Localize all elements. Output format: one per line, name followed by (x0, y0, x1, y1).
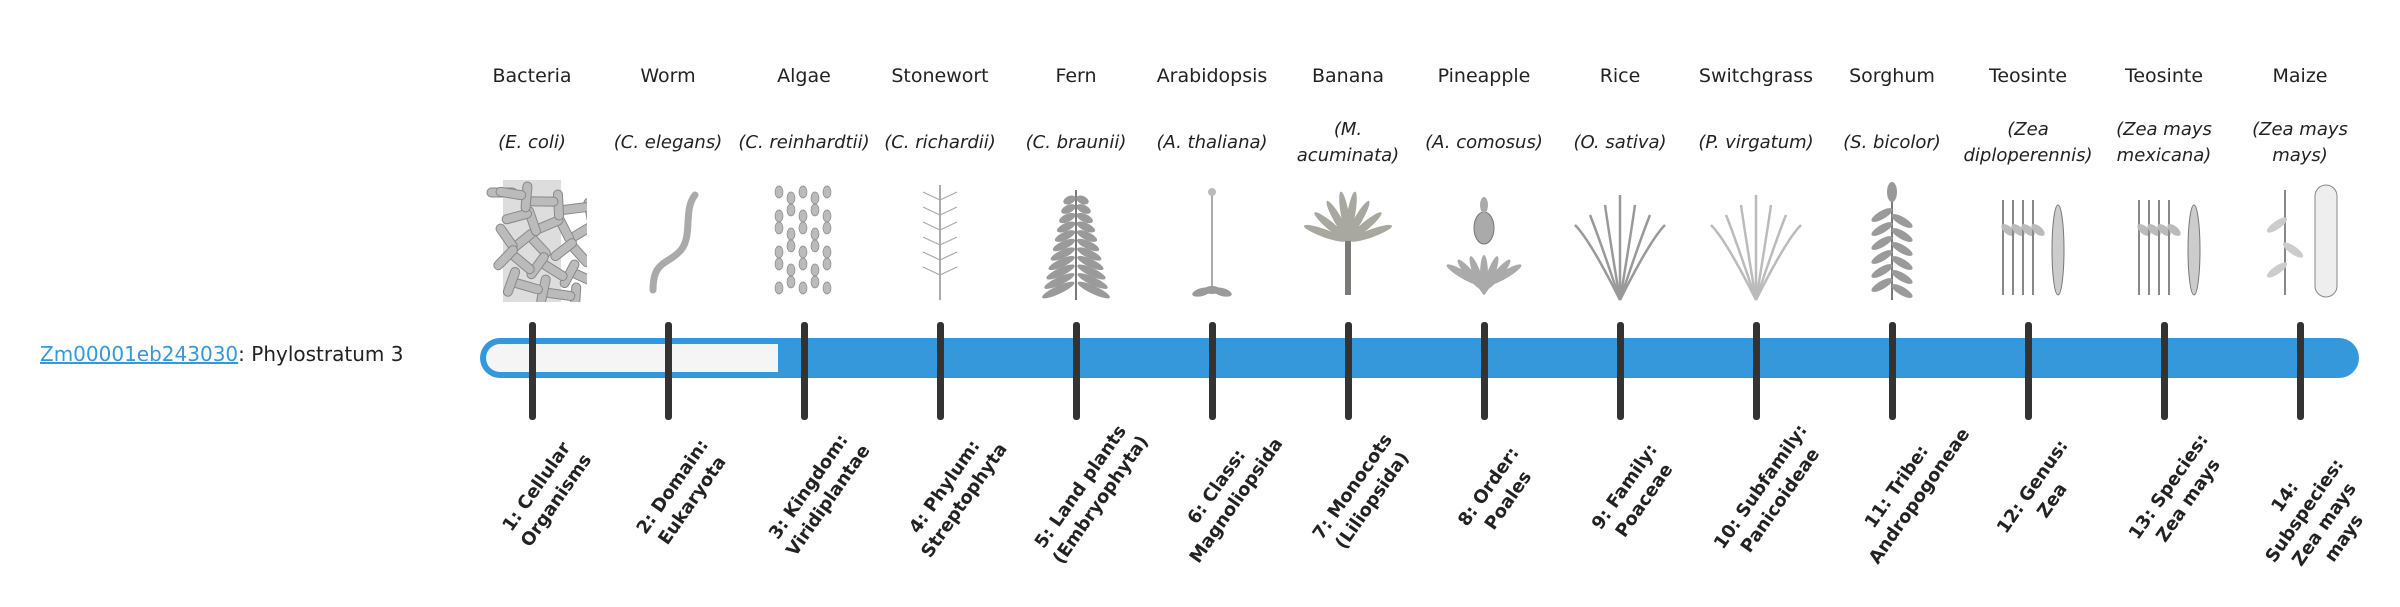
organism-common-name: Fern (1055, 65, 1097, 87)
banana-icon (1303, 191, 1393, 295)
stratum-level-label: 6: Class: Magnoliopsida (1183, 434, 1288, 568)
stratum-level-label: 7: Monocots (Liliopsida) (1308, 430, 1414, 554)
organism-common-name: Arabidopsis (1156, 65, 1268, 87)
stratum-tick (1481, 322, 1488, 420)
stratum-tick (801, 322, 808, 420)
stratum-level-label: 10: Subfamily: Panicoideae (1709, 420, 1825, 557)
organism-column: Stonewort (C. richardii) (872, 64, 1008, 302)
organism-column: Maize (Zea mays mays) (2232, 64, 2368, 302)
organism-species-name: (C. richardii) (884, 132, 996, 153)
organism-common-name: Rice (1599, 65, 1641, 87)
gene-phylostratum-label: Zm00001eb243030: Phylostratum 3 (40, 342, 403, 366)
phylostratum-text: : Phylostratum 3 (238, 342, 404, 366)
phylostratum-bar (480, 338, 2359, 378)
organism-common-name: Banana (1311, 65, 1385, 87)
organism-species-name: (S. bicolor) (1843, 132, 1941, 153)
stratum-tick (937, 322, 944, 420)
organism-column: Fern (C. braunii) (1008, 64, 1144, 302)
stratum-tick (2025, 322, 2032, 420)
stratum-level-label: 8: Order: Poales (1453, 443, 1537, 534)
organism-species-name: (C. reinhardtii) (738, 132, 870, 153)
organism-column: Algae (C. reinhardtii) (736, 64, 872, 302)
organism-common-name: Bacteria (492, 65, 572, 87)
organism-common-name: Stonewort (891, 65, 989, 87)
organism-column: Arabidopsis (A. thaliana) (1144, 64, 1280, 302)
organism-column: Worm (C. elegans) (600, 64, 736, 302)
stratum-level-label: 11: Tribe: Andropogoneae (1860, 424, 1975, 569)
organism-species-name: (O. sativa) (1573, 132, 1667, 153)
organism-common-name: Switchgrass (1698, 65, 1814, 87)
organism-species-name: (A. comosus) (1425, 132, 1543, 153)
stratum-tick (1209, 322, 1216, 420)
organism-species-name: (M. acuminata) (1296, 119, 1400, 166)
stratum-level-label: 9: Family: Poaceae (1587, 440, 1678, 542)
organism-column: Switchgrass (P. virgatum) (1688, 64, 1824, 302)
algae-icon (774, 185, 832, 295)
stratum-tick (665, 322, 672, 420)
stratum-tick (1345, 322, 1352, 420)
teosinte-icon (2001, 200, 2065, 296)
organism-column: Teosinte (Zea mays mexicana) (2096, 64, 2232, 302)
bacteria-icon (486, 180, 587, 302)
organism-column: Rice (O. sativa) (1552, 64, 1688, 302)
stratum-tick (1073, 322, 1080, 420)
organism-common-name: Pineapple (1437, 65, 1531, 87)
organism-species-name: (A. thaliana) (1156, 132, 1268, 153)
stratum-tick (1617, 322, 1624, 420)
organism-species-name: (Zea mays mexicana) (2116, 119, 2212, 166)
stratum-level-label: 12: Genus: Zea (1992, 436, 2073, 538)
stratum-level-label: 4: Phylum: Streptophyta (904, 436, 1012, 562)
organism-common-name: Maize (2272, 65, 2328, 87)
stratum-tick (1753, 322, 1760, 420)
organism-species-name: (Zea diploperennis) (1963, 119, 2093, 166)
organism-common-name: Algae (777, 65, 831, 87)
stonewort-icon (922, 185, 958, 300)
organism-common-name: Teosinte (1988, 65, 2068, 87)
organism-column: Teosinte (Zea diploperennis) (1960, 64, 2096, 302)
pineapple-icon (1446, 197, 1522, 295)
organism-species-name: (Zea mays mays) (2252, 119, 2348, 166)
organism-common-name: Worm (640, 65, 696, 87)
gene-id-link[interactable]: Zm00001eb243030 (40, 342, 239, 366)
stratum-tick (1889, 322, 1896, 420)
organism-common-name: Teosinte (2124, 65, 2204, 87)
organism-column: Sorghum (S. bicolor) (1824, 64, 1960, 302)
switchgrass-icon (1710, 195, 1802, 301)
fern-icon (1042, 190, 1110, 300)
teosinte-icon (2137, 200, 2201, 296)
stratum-level-label: 1: Cellular Organisms (498, 438, 597, 552)
organism-species-name: (P. virgatum) (1698, 132, 1814, 153)
organism-column: Banana (M. acuminata) (1280, 64, 1416, 302)
worm-icon (649, 191, 699, 294)
sorghum-icon (1871, 182, 1913, 300)
organism-species-name: (E. coli) (498, 132, 566, 153)
stratum-tick (2297, 322, 2304, 420)
organism-species-name: (C. elegans) (613, 132, 723, 153)
stratum-level-label: 3: Kingdom: Viridiplantae (764, 430, 875, 561)
organism-common-name: Sorghum (1849, 65, 1935, 87)
stratum-level-label: 5: Land plants (Embryophyta) (1030, 421, 1153, 569)
stratum-level-label: 13: Species: Zea mays (2124, 430, 2225, 547)
stratum-tick (529, 322, 536, 420)
rice-icon (1574, 195, 1666, 301)
organism-column: Bacteria (E. coli) (464, 64, 600, 302)
organism-species-name: (C. braunii) (1025, 132, 1127, 153)
stratum-level-label: 2: Domain: Eukaryota (632, 435, 731, 549)
stratum-tick (2161, 322, 2168, 420)
organism-column: Pineapple (A. comosus) (1416, 64, 1552, 302)
arabidopsis-icon (1192, 188, 1232, 297)
stratum-level-label: 14: Subspecies: Zea mays mays (2261, 455, 2368, 571)
maize-icon (2266, 184, 2338, 298)
